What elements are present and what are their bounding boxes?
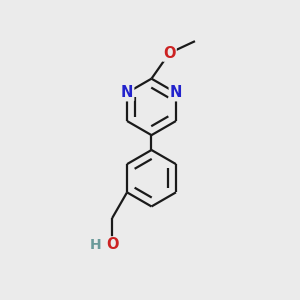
Text: H: H <box>90 238 102 252</box>
Text: N: N <box>170 85 182 100</box>
Text: O: O <box>106 237 118 252</box>
Text: O: O <box>163 46 176 61</box>
Text: N: N <box>121 85 133 100</box>
